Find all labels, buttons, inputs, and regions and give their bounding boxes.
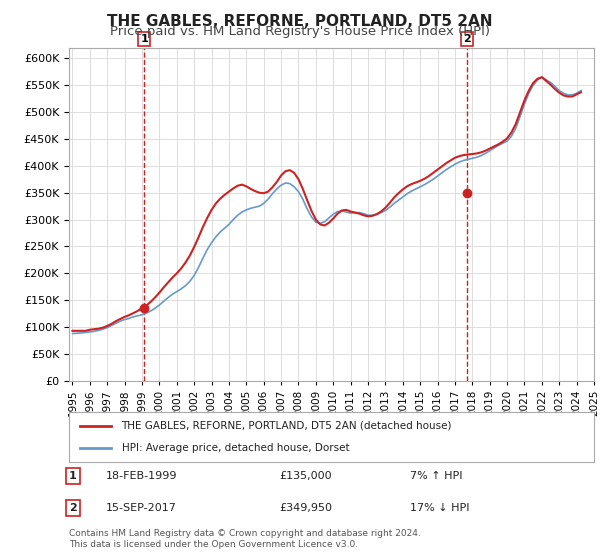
Text: 2: 2 [69, 503, 77, 513]
Text: THE GABLES, REFORNE, PORTLAND, DT5 2AN: THE GABLES, REFORNE, PORTLAND, DT5 2AN [107, 14, 493, 29]
Text: 1: 1 [140, 34, 148, 44]
Text: 18-FEB-1999: 18-FEB-1999 [106, 471, 177, 481]
Text: 7% ↑ HPI: 7% ↑ HPI [410, 471, 463, 481]
Text: 2: 2 [463, 34, 471, 44]
Text: 1: 1 [69, 471, 77, 481]
Text: HPI: Average price, detached house, Dorset: HPI: Average price, detached house, Dors… [121, 443, 349, 453]
Text: 17% ↓ HPI: 17% ↓ HPI [410, 503, 470, 513]
Text: Price paid vs. HM Land Registry's House Price Index (HPI): Price paid vs. HM Land Registry's House … [110, 25, 490, 38]
Text: 15-SEP-2017: 15-SEP-2017 [106, 503, 176, 513]
Text: Contains HM Land Registry data © Crown copyright and database right 2024.
This d: Contains HM Land Registry data © Crown c… [69, 529, 421, 549]
Text: £135,000: £135,000 [279, 471, 332, 481]
Text: THE GABLES, REFORNE, PORTLAND, DT5 2AN (detached house): THE GABLES, REFORNE, PORTLAND, DT5 2AN (… [121, 421, 452, 431]
Text: £349,950: £349,950 [279, 503, 332, 513]
